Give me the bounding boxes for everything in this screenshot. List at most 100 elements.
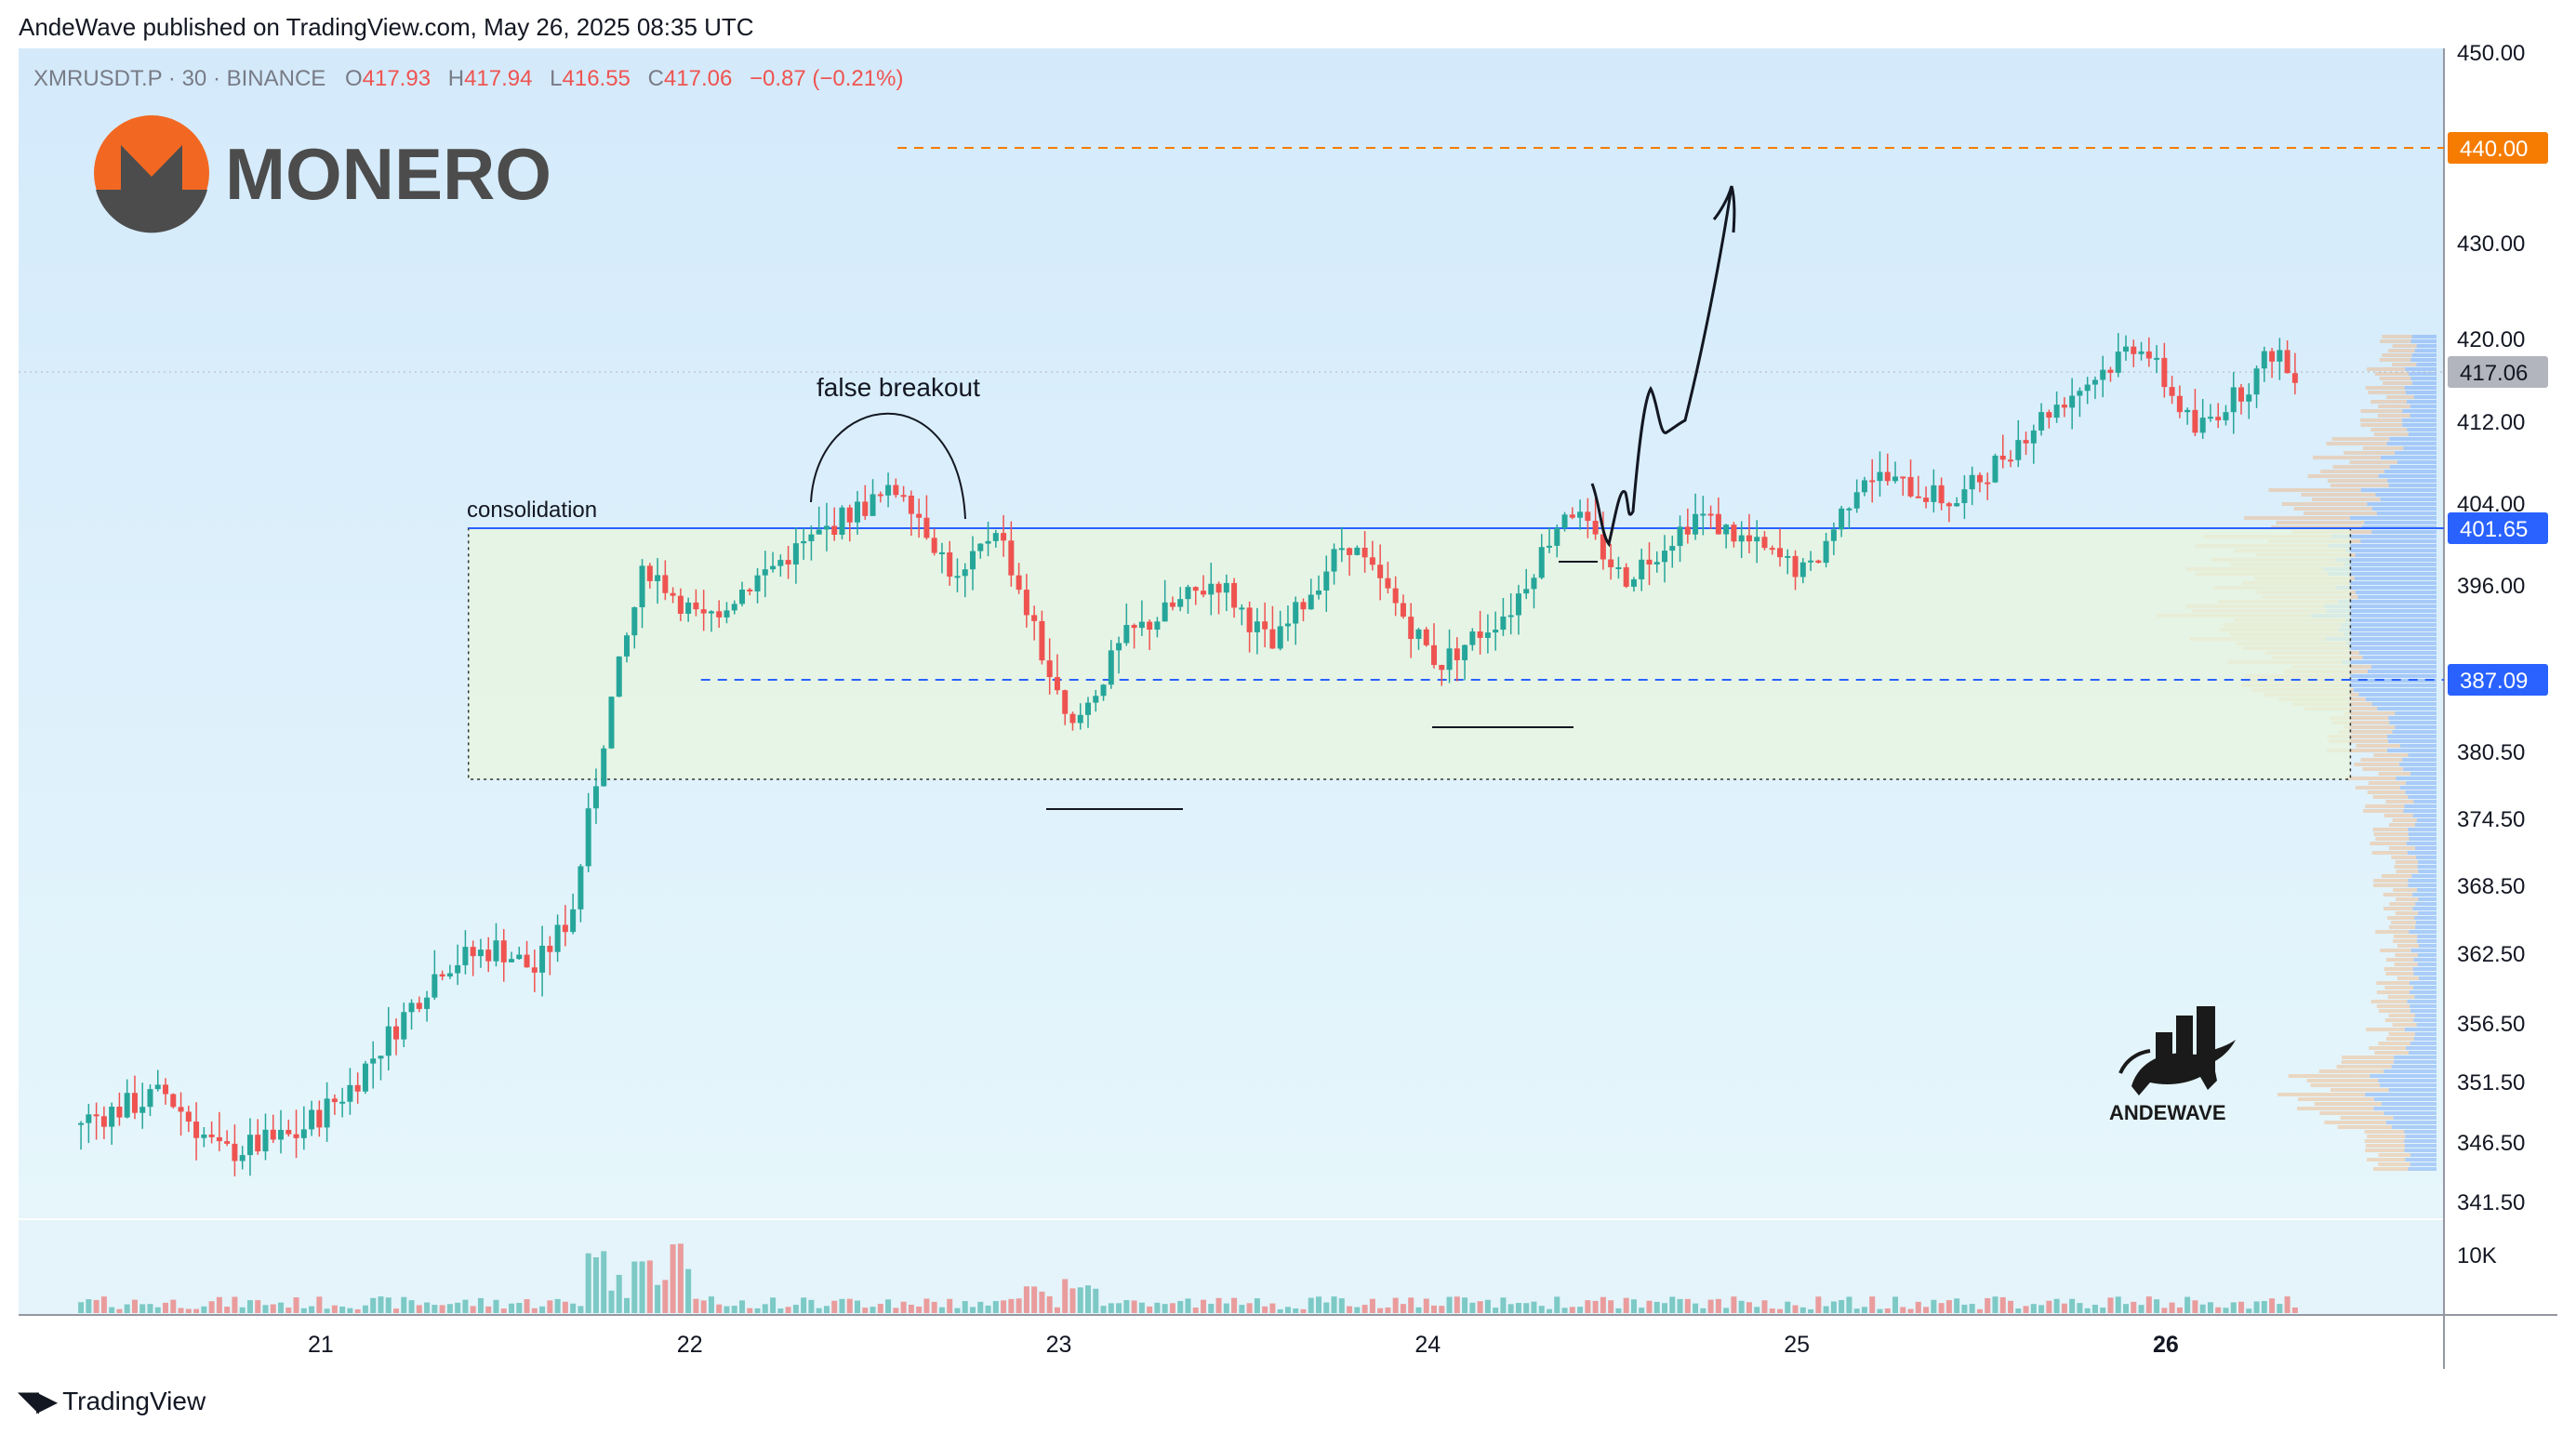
volume-bar: [2084, 1308, 2091, 1313]
price-axis[interactable]: [2444, 48, 2557, 1369]
volume-bar: [578, 1306, 584, 1313]
volume-bar: [1500, 1297, 1507, 1313]
profile-bar: [2365, 1093, 2437, 1096]
volume-bar: [2115, 1296, 2121, 1313]
profile-bar: [2327, 735, 2388, 738]
time-axis[interactable]: [19, 1317, 2444, 1369]
profile-bar: [2410, 990, 2437, 994]
candle-body: [485, 949, 492, 962]
profile-bar: [2360, 409, 2403, 413]
profile-bar: [2359, 651, 2437, 655]
profile-bar: [2345, 549, 2437, 552]
profile-bar: [2389, 902, 2416, 906]
volume-bar: [324, 1308, 330, 1313]
profile-bar: [2410, 358, 2437, 362]
volume-bar: [93, 1299, 100, 1313]
candle-body: [1293, 602, 1299, 624]
candle-body: [1215, 583, 1222, 593]
volume-bar: [616, 1274, 622, 1313]
profile-bar: [2412, 893, 2437, 896]
volume-bar: [716, 1304, 723, 1313]
volume-bar: [547, 1300, 553, 1313]
candle-body: [347, 1084, 353, 1102]
volume-bar: [2223, 1308, 2229, 1313]
profile-bar: [2407, 851, 2437, 855]
profile-bar: [2409, 981, 2437, 985]
volume-bar: [562, 1301, 568, 1313]
x-tick-label: 24: [1414, 1332, 1441, 1358]
volume-bar: [862, 1308, 869, 1313]
profile-bar: [2408, 795, 2437, 799]
volume-bar: [339, 1306, 346, 1313]
candle-body: [2046, 412, 2052, 418]
volume-bar: [462, 1299, 469, 1313]
volume-bar: [1985, 1297, 1991, 1313]
profile-bar: [2389, 437, 2437, 441]
profile-bar: [2416, 939, 2437, 943]
volume-bar: [2291, 1307, 2298, 1313]
candle-body: [477, 949, 484, 957]
volume-bar: [1884, 1308, 1891, 1313]
volume-bar: [1162, 1304, 1168, 1313]
candle-body: [1669, 546, 1676, 551]
tradingview-footer[interactable]: ◥▶ TradingView: [19, 1386, 206, 1416]
candle-body: [1331, 549, 1337, 572]
false-breakout-arc: [810, 412, 966, 520]
price-tag-label: 387.09: [2460, 669, 2528, 694]
volume-bar: [262, 1305, 269, 1313]
volume-bar: [1561, 1308, 1568, 1313]
profile-bar: [2358, 693, 2437, 697]
y-tick-label: 368.50: [2457, 874, 2525, 899]
volume-pane: [19, 1220, 2444, 1315]
candle-body: [1707, 513, 1714, 516]
profile-bar: [2332, 465, 2390, 469]
profile-bar: [2413, 395, 2437, 399]
volume-bar: [592, 1256, 599, 1313]
profile-bar: [2396, 897, 2419, 901]
volume-bar: [1853, 1308, 1860, 1313]
y-tick-label: 362.50: [2457, 942, 2525, 967]
legend-symbol: XMRUSDT.P · 30 · BINANCE: [33, 66, 325, 91]
profile-bar: [2409, 930, 2437, 934]
volume-bar: [985, 1305, 991, 1313]
profile-bar: [2378, 772, 2410, 776]
profile-bar: [2384, 986, 2413, 989]
volume-bar: [1069, 1288, 1076, 1313]
volume-bar: [931, 1301, 937, 1313]
volume-bar: [1785, 1301, 1791, 1313]
profile-bar: [2366, 1144, 2405, 1148]
volume-bar: [1484, 1299, 1491, 1313]
volume-bar: [2053, 1298, 2060, 1313]
candle-body: [1861, 480, 1867, 493]
candle-body: [2145, 351, 2152, 359]
candle-body: [1684, 526, 1691, 535]
volume-bar: [2100, 1308, 2106, 1313]
candle-body: [1077, 714, 1083, 724]
profile-bar: [2355, 553, 2437, 557]
volume-bar: [1077, 1287, 1083, 1313]
profile-bar: [2354, 763, 2400, 766]
profile-bar: [2344, 451, 2396, 455]
profile-bar: [2342, 660, 2437, 664]
profile-bar: [2411, 335, 2437, 339]
profile-bar: [2370, 665, 2437, 669]
candle-body: [1639, 559, 1645, 579]
profile-bar: [2372, 828, 2409, 831]
volume-bar: [109, 1307, 115, 1313]
candle-body: [724, 610, 730, 617]
volume-bar: [639, 1261, 645, 1313]
volume-bar: [1569, 1307, 1575, 1313]
profile-bar: [2371, 851, 2408, 855]
volume-bar: [1031, 1286, 1038, 1313]
profile-bar: [2277, 1093, 2366, 1096]
volume-bar: [1231, 1297, 1238, 1313]
profile-bar: [2314, 1102, 2382, 1106]
candle-body: [1769, 548, 1775, 551]
candle-body: [1423, 629, 1429, 645]
profile-bar: [2348, 581, 2437, 585]
candle-body: [700, 609, 707, 614]
volume-bar: [1523, 1303, 1530, 1313]
candle-body: [116, 1107, 123, 1118]
volume-bar: [1377, 1308, 1384, 1313]
